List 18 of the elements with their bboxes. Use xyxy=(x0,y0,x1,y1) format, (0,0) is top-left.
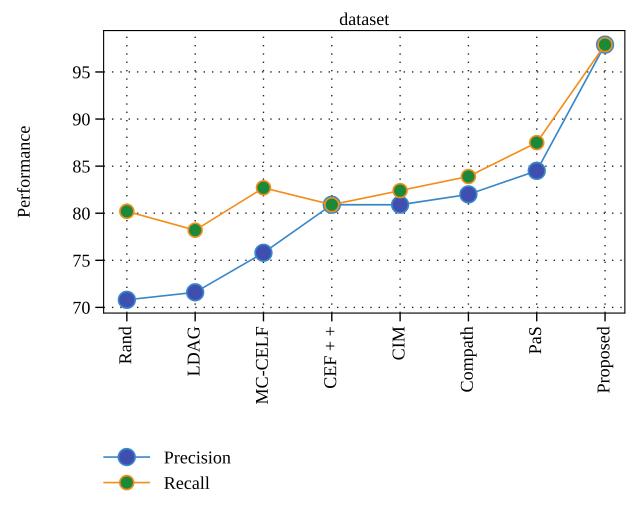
x-tick-label: LDAG xyxy=(188,326,200,376)
x-tick-label: CEF + + xyxy=(324,327,336,388)
x-tick-label: Compath xyxy=(460,326,477,392)
y-tick-label: 90 xyxy=(72,113,90,126)
y-tick-label: 70 xyxy=(74,302,90,314)
x-tick-label: Rand xyxy=(118,326,132,364)
y-tick-label: 75 xyxy=(74,254,90,267)
x-tick-label: CIM xyxy=(392,326,405,360)
legend-label: Recall xyxy=(164,476,210,490)
y-tick-label: 85 xyxy=(73,160,90,173)
y-tick-label: 95 xyxy=(72,66,90,78)
legend-label: Precision xyxy=(164,451,231,464)
x-tick-label: Proposed xyxy=(596,326,614,393)
chart-title: dataset xyxy=(340,12,390,26)
x-tick-label: MC-CELF xyxy=(256,326,268,404)
y-tick-label: 80 xyxy=(73,207,90,220)
x-tick-label: PaS xyxy=(529,327,542,354)
y-axis-title: Performance xyxy=(16,126,30,218)
